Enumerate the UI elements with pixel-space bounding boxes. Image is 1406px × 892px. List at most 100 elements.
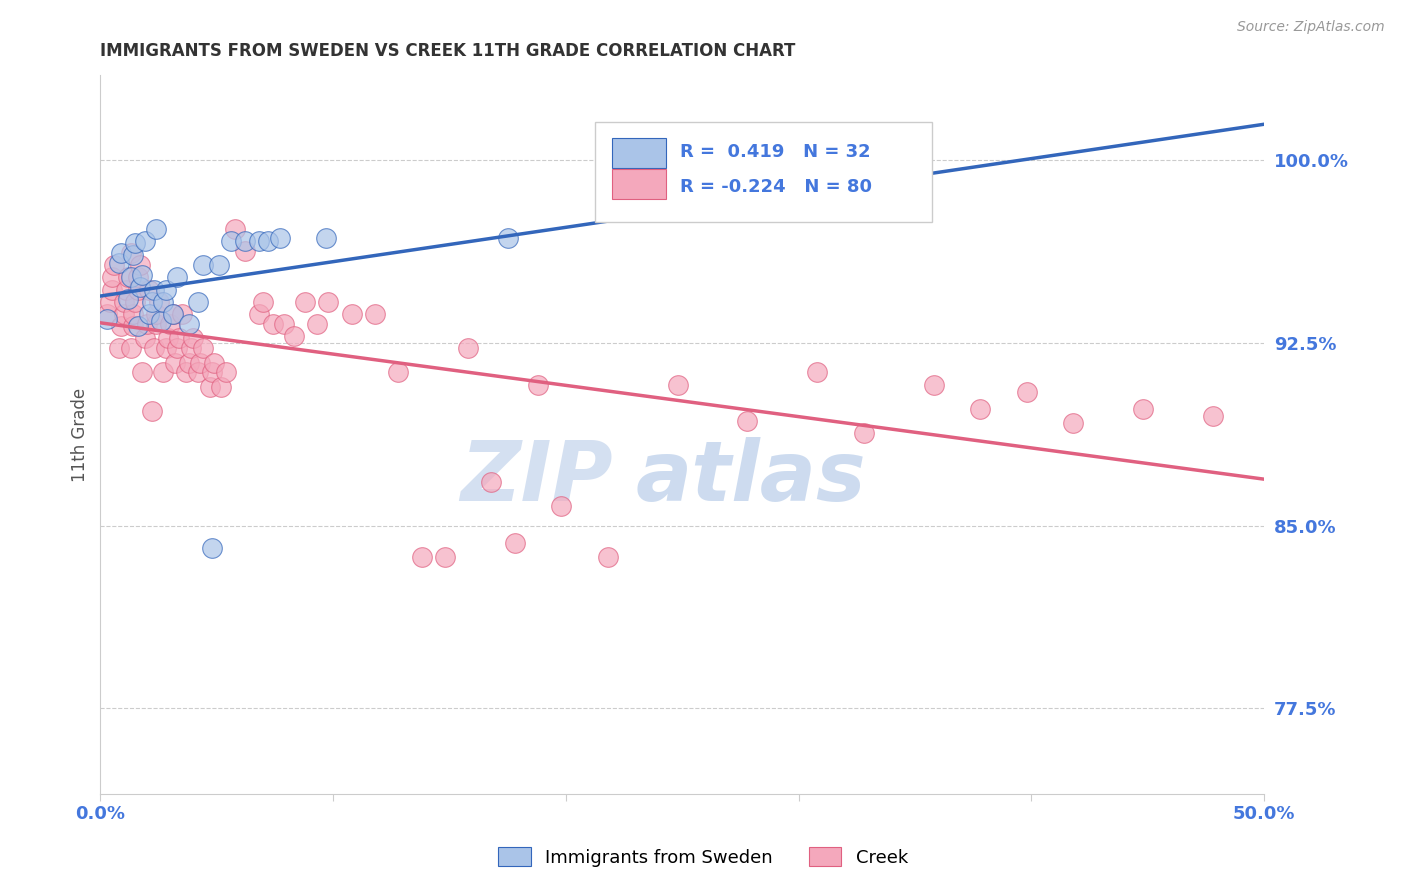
Point <box>201 365 224 379</box>
Point <box>187 365 209 379</box>
Point <box>103 258 125 272</box>
Text: Source: ZipAtlas.com: Source: ZipAtlas.com <box>1237 20 1385 34</box>
Point <box>155 283 177 297</box>
Point <box>138 283 160 297</box>
Point <box>108 256 131 270</box>
Point <box>806 365 828 379</box>
Point <box>387 365 409 379</box>
Point <box>208 258 231 272</box>
Point <box>176 365 198 379</box>
Point <box>135 317 157 331</box>
Point <box>496 231 519 245</box>
Point <box>163 355 186 369</box>
Point <box>187 294 209 309</box>
Point <box>124 236 146 251</box>
Point <box>201 541 224 555</box>
Point <box>149 314 172 328</box>
Point <box>170 307 193 321</box>
Point <box>120 341 142 355</box>
Point <box>305 317 328 331</box>
Point <box>340 307 363 321</box>
Point <box>411 550 433 565</box>
Point <box>922 377 945 392</box>
Point <box>124 294 146 309</box>
FancyBboxPatch shape <box>595 122 932 222</box>
Point <box>233 234 256 248</box>
Legend: Immigrants from Sweden, Creek: Immigrants from Sweden, Creek <box>491 840 915 874</box>
Point <box>129 258 152 272</box>
Point <box>283 328 305 343</box>
Point <box>252 294 274 309</box>
Point <box>112 294 135 309</box>
Point <box>191 258 214 272</box>
Point <box>131 365 153 379</box>
Point <box>101 283 124 297</box>
Point <box>550 500 572 514</box>
Point <box>177 355 200 369</box>
Point <box>503 536 526 550</box>
Point <box>152 365 174 379</box>
Point <box>852 426 875 441</box>
Point <box>131 268 153 282</box>
Point <box>134 234 156 248</box>
Point <box>101 270 124 285</box>
Point <box>666 377 689 392</box>
Point <box>527 377 550 392</box>
Point <box>112 307 135 321</box>
Point <box>209 380 232 394</box>
Point <box>122 248 145 262</box>
Point <box>737 414 759 428</box>
Point <box>145 307 167 321</box>
Point <box>479 475 502 489</box>
Point <box>219 234 242 248</box>
Point <box>127 319 149 334</box>
Point <box>122 319 145 334</box>
Point <box>202 355 225 369</box>
Point <box>215 365 238 379</box>
Point <box>96 307 118 321</box>
Point <box>159 317 181 331</box>
Point <box>155 341 177 355</box>
Point <box>166 270 188 285</box>
Text: R = -0.224   N = 80: R = -0.224 N = 80 <box>681 178 872 195</box>
Point <box>145 317 167 331</box>
Point <box>1062 417 1084 431</box>
Point <box>142 341 165 355</box>
Point <box>110 319 132 334</box>
Point <box>269 231 291 245</box>
Text: ZIP: ZIP <box>460 437 613 518</box>
Point <box>115 283 138 297</box>
Point <box>117 293 139 307</box>
Point <box>134 331 156 345</box>
Text: IMMIGRANTS FROM SWEDEN VS CREEK 11TH GRADE CORRELATION CHART: IMMIGRANTS FROM SWEDEN VS CREEK 11TH GRA… <box>100 42 796 60</box>
Point <box>224 221 246 235</box>
Point <box>141 404 163 418</box>
Point <box>162 307 184 321</box>
Point <box>596 550 619 565</box>
Point <box>190 355 212 369</box>
Point <box>98 294 121 309</box>
Point <box>262 317 284 331</box>
Point <box>148 294 170 309</box>
Point <box>152 294 174 309</box>
FancyBboxPatch shape <box>613 169 666 199</box>
Point <box>233 244 256 258</box>
Text: atlas: atlas <box>636 437 866 518</box>
Point <box>247 234 270 248</box>
Point <box>145 221 167 235</box>
Point <box>315 231 337 245</box>
Point <box>969 401 991 416</box>
Point <box>110 246 132 260</box>
Point <box>166 341 188 355</box>
Point <box>247 307 270 321</box>
Point <box>127 283 149 297</box>
Point <box>129 280 152 294</box>
Point <box>1202 409 1225 424</box>
Point <box>122 307 145 321</box>
Point <box>257 234 280 248</box>
Point <box>120 270 142 285</box>
Point <box>433 550 456 565</box>
Point <box>191 341 214 355</box>
Point <box>169 331 191 345</box>
Point <box>141 294 163 309</box>
